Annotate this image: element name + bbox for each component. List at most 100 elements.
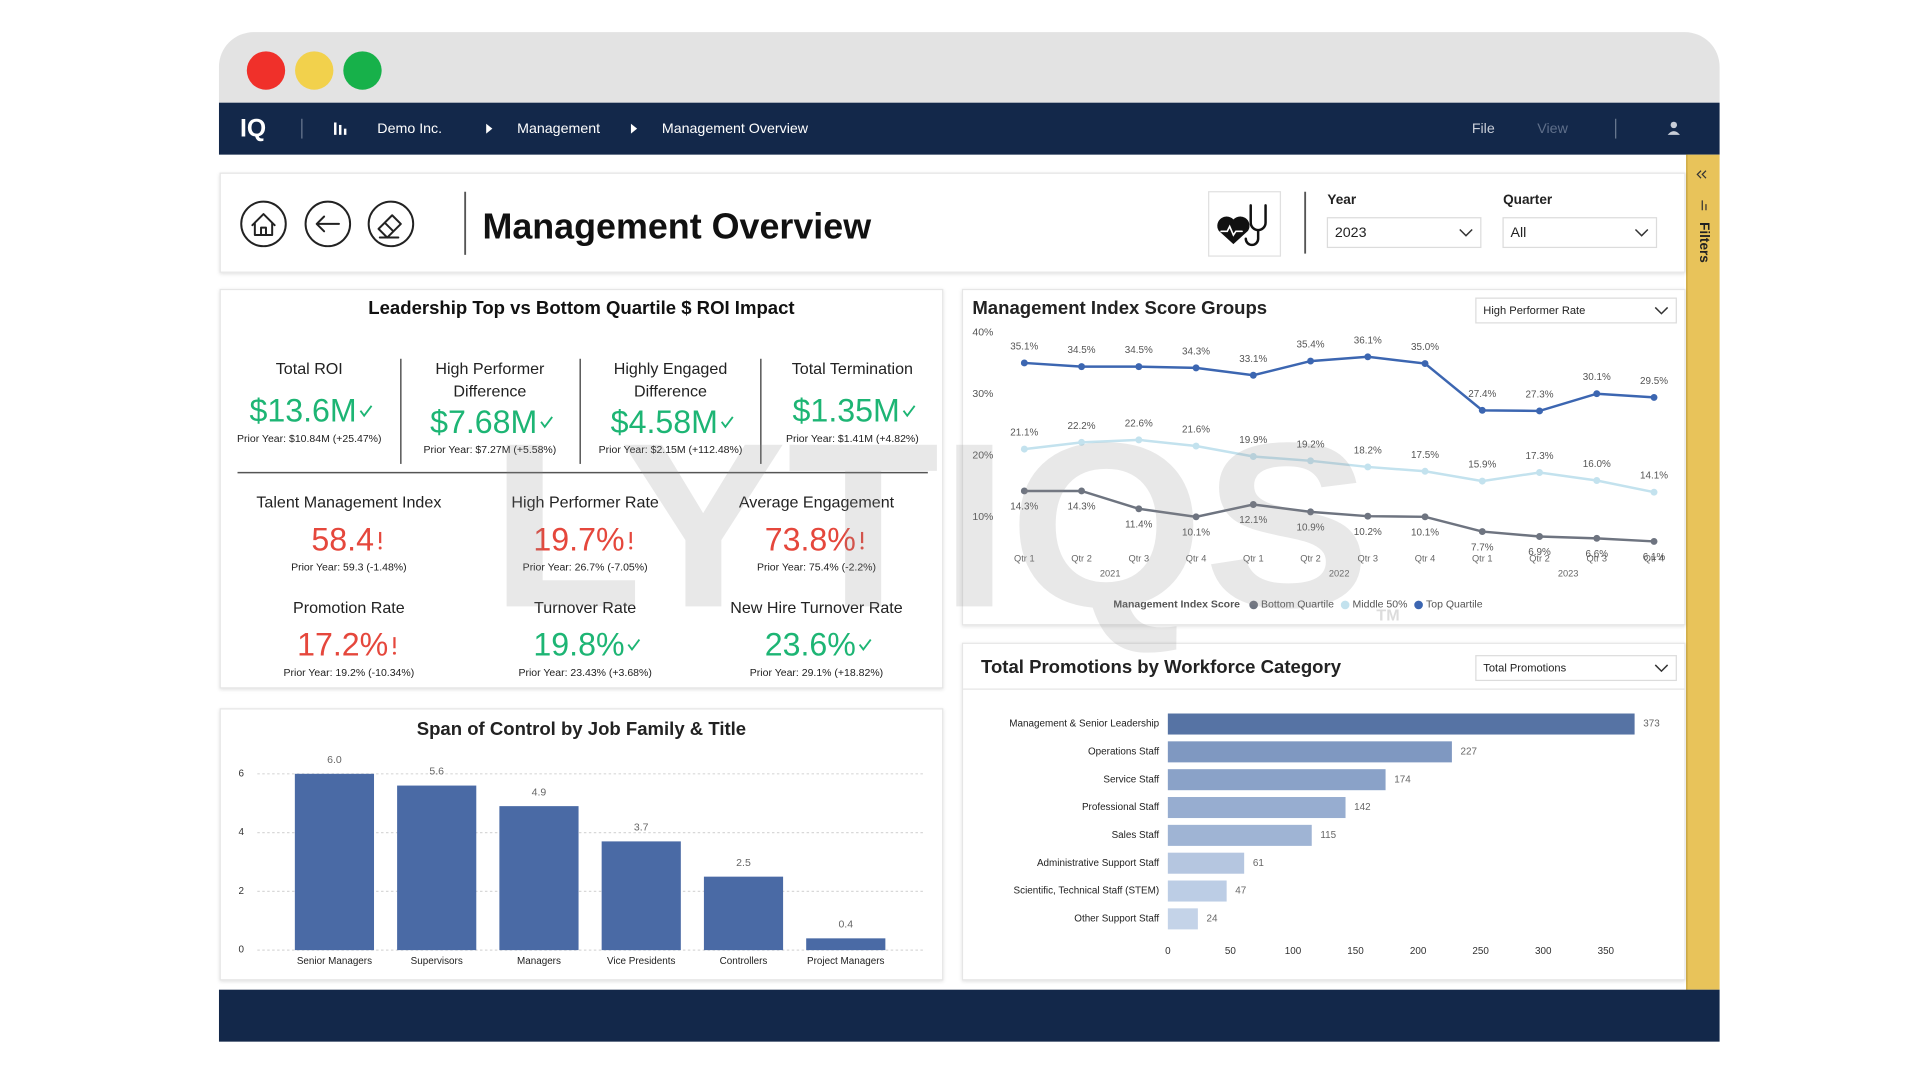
metric-label: Talent Management Index: [256, 494, 441, 512]
y-tick-label: 20%: [972, 450, 993, 462]
panel-title: Leadership Top vs Bottom Quartile $ ROI …: [368, 297, 794, 318]
back-button[interactable]: [304, 200, 352, 248]
dropdown-value: Total Promotions: [1483, 663, 1566, 675]
data-label: 35.1%: [1010, 341, 1038, 352]
series-point: [1593, 534, 1601, 542]
data-label: 373: [1643, 719, 1660, 730]
filters-pane[interactable]: [1686, 154, 1720, 990]
series-line: [1024, 438, 1655, 494]
x-tick-label: Qtr 1: [1014, 554, 1035, 564]
kpi-value: $4.58M: [611, 404, 718, 440]
close-button[interactable]: [246, 51, 286, 90]
line-chart-panel: [961, 288, 1686, 626]
breadcrumb-item[interactable]: Management: [517, 121, 600, 137]
user-icon[interactable]: [1667, 121, 1680, 135]
data-label: 227: [1461, 746, 1477, 757]
report-icon[interactable]: [334, 122, 347, 135]
data-label: 10.2%: [1354, 527, 1382, 538]
metric-value: 23.6%: [765, 627, 856, 663]
metric-prior: Prior Year: 59.3 (-1.48%): [291, 562, 407, 574]
metric-prior: Prior Year: 26.7% (-7.05%): [523, 562, 648, 574]
kpi-value: $7.68M: [430, 404, 537, 440]
menu-item[interactable]: View: [1537, 121, 1568, 137]
data-label: 16.0%: [1583, 459, 1611, 470]
y-tick-label: 10%: [972, 511, 993, 523]
series-point: [1650, 488, 1658, 496]
kpi-label: High Performer: [435, 360, 545, 378]
back-icon: [315, 215, 340, 233]
status-check: [858, 639, 872, 652]
series-point: [1078, 487, 1086, 495]
series-point: [1421, 513, 1429, 521]
dropdown[interactable]: [1326, 217, 1482, 249]
data-label: 33.1%: [1239, 354, 1267, 365]
collapse-icon[interactable]: [1696, 170, 1707, 179]
data-label: 29.5%: [1640, 376, 1668, 387]
series-point: [1307, 357, 1315, 365]
dropdown[interactable]: [1502, 217, 1658, 249]
series-point: [1478, 406, 1486, 414]
breadcrumb-item[interactable]: Demo Inc.: [377, 121, 442, 137]
y-tick-label: Sales Staff: [1112, 830, 1160, 841]
bar: [1167, 852, 1245, 874]
chevron: [1654, 664, 1669, 673]
home-button[interactable]: [240, 200, 287, 248]
status-alert-dot: [629, 546, 633, 550]
kpi-label: Total Termination: [792, 360, 913, 378]
data-label: 27.3%: [1526, 389, 1554, 400]
icon-part: [1667, 131, 1680, 135]
x-tick-label: Controllers: [720, 956, 768, 967]
metric-label: New Hire Turnover Rate: [730, 599, 903, 617]
series-point: [1135, 436, 1143, 444]
data-label: 19.9%: [1239, 435, 1267, 446]
bar: [1167, 713, 1635, 735]
breadcrumb-item[interactable]: Management Overview: [662, 121, 809, 137]
icon-part: [1244, 204, 1267, 247]
y-tick-label: Management & Senior Leadership: [1009, 719, 1159, 730]
y-tick-label: Operations Staff: [1088, 746, 1159, 757]
y-tick-label: 2: [238, 886, 243, 897]
series-point: [1135, 363, 1143, 371]
data-label: 14.3%: [1010, 502, 1038, 513]
x-tick-label: 350: [1598, 946, 1615, 957]
chevron: [1634, 228, 1649, 237]
data-label: 18.2%: [1354, 445, 1382, 456]
metric-label: High Performer Rate: [511, 494, 658, 512]
maximize-button[interactable]: [343, 51, 382, 90]
data-label: 22.2%: [1068, 421, 1096, 432]
series-point: [1192, 513, 1200, 521]
x-group-label: 2022: [1329, 568, 1350, 578]
dropdown[interactable]: [1475, 655, 1677, 682]
icon-part: [1217, 216, 1250, 245]
bar: [1167, 824, 1312, 846]
filters-pane-label[interactable]: Filters: [1697, 222, 1712, 263]
breadcrumb-arrow: [630, 123, 638, 134]
dropdown[interactable]: [1475, 297, 1677, 324]
data-label: 27.4%: [1468, 389, 1496, 400]
status-check: [720, 416, 734, 429]
data-label: 4.9: [532, 786, 547, 798]
bar: [1167, 769, 1386, 791]
series-point: [1249, 371, 1257, 379]
x-tick-label: 300: [1535, 946, 1552, 957]
series-point: [1650, 393, 1658, 401]
y-tick-label: Scientific, Technical Staff (STEM): [1014, 886, 1160, 897]
data-label: 19.2%: [1297, 439, 1325, 450]
minimize-button[interactable]: [295, 51, 334, 90]
menu-item[interactable]: File: [1472, 121, 1495, 137]
x-tick-label: Qtr 2: [1529, 554, 1550, 564]
x-tick-label: Vice Presidents: [607, 956, 675, 967]
x-tick-label: Qtr 1: [1472, 554, 1493, 564]
metric-label: Promotion Rate: [293, 599, 405, 617]
filter-label: Quarter: [1503, 192, 1553, 207]
home-icon: [251, 213, 276, 237]
clear-button[interactable]: [367, 200, 415, 248]
data-label: 10.1%: [1182, 527, 1210, 538]
series-point: [1364, 512, 1372, 520]
series-point: [1364, 353, 1372, 361]
data-label: 22.6%: [1125, 418, 1153, 429]
y-tick-label: 30%: [972, 388, 993, 400]
title-bar: [218, 32, 1720, 103]
icon-part: [1670, 121, 1678, 129]
